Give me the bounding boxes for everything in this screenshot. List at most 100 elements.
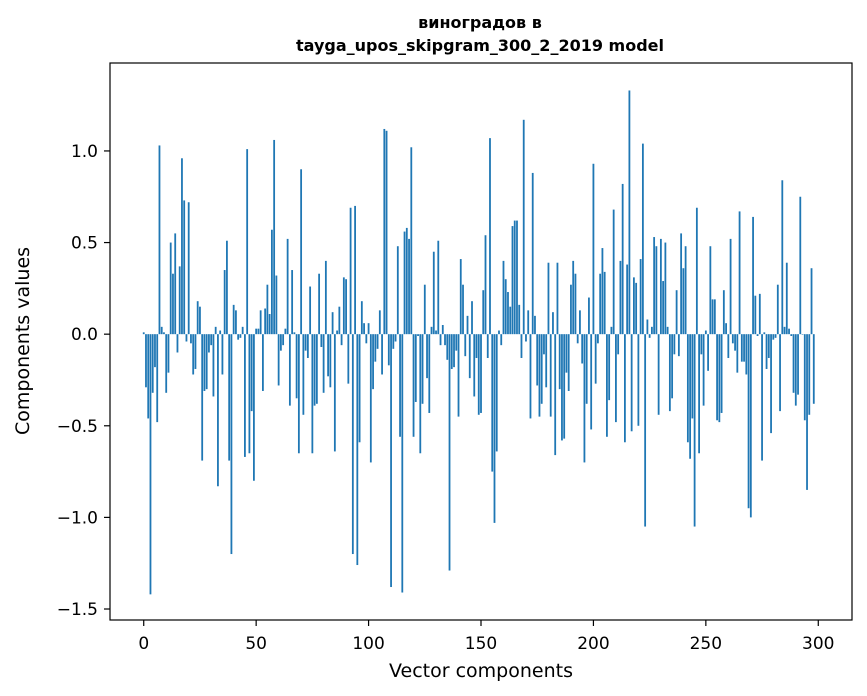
bar [230, 334, 233, 555]
bar [718, 334, 721, 423]
bar [729, 238, 732, 335]
bar [473, 334, 476, 397]
bar [743, 334, 745, 362]
bar [178, 266, 181, 335]
bar [387, 334, 390, 366]
bar [190, 334, 192, 344]
bar [749, 334, 752, 518]
bar [576, 334, 579, 344]
bar [412, 334, 415, 437]
bar [356, 334, 359, 566]
bar [747, 334, 750, 509]
bar [776, 284, 779, 335]
bar [226, 240, 228, 335]
bar [176, 334, 179, 353]
bar [468, 334, 471, 379]
bar [466, 315, 469, 335]
bar [255, 328, 258, 335]
bar [320, 334, 323, 347]
bar [295, 334, 298, 399]
bar [664, 242, 667, 335]
bar [666, 326, 669, 335]
bar [147, 334, 150, 419]
bar [167, 334, 170, 373]
bar [336, 330, 338, 335]
bar [372, 334, 374, 390]
bar [716, 334, 718, 421]
bar [606, 334, 608, 437]
bar [693, 334, 696, 527]
bar [635, 282, 638, 335]
bar [324, 260, 327, 335]
bar [581, 334, 584, 364]
bar [309, 286, 312, 335]
bar [792, 334, 795, 393]
bar [417, 334, 419, 336]
bar [689, 334, 692, 459]
bar [675, 290, 678, 335]
bar [608, 334, 611, 401]
bar [621, 183, 624, 335]
bar [201, 334, 204, 461]
bar [459, 259, 462, 335]
bar [567, 334, 570, 391]
bar [599, 273, 602, 335]
bar [214, 326, 217, 335]
bar [563, 334, 566, 439]
bar [511, 226, 514, 335]
bar [264, 308, 267, 335]
bar [374, 334, 377, 362]
bar [399, 334, 401, 437]
bar [522, 119, 525, 335]
bar [172, 273, 174, 335]
bar [765, 334, 768, 369]
bar [401, 334, 404, 593]
bar [659, 238, 662, 335]
bar [637, 334, 640, 426]
bar [457, 334, 460, 417]
bar [462, 284, 464, 335]
bar [266, 284, 269, 335]
bar [151, 334, 154, 393]
bar [722, 290, 725, 335]
bar [552, 312, 554, 335]
bar [432, 251, 435, 335]
bar [806, 334, 808, 490]
bar [237, 334, 240, 340]
bar [210, 334, 213, 346]
bar [745, 334, 748, 375]
bar [698, 334, 700, 454]
x-tick-label: 300 [802, 634, 834, 654]
bar [293, 332, 296, 335]
bar [338, 306, 341, 335]
bar [657, 334, 660, 415]
bar [187, 202, 190, 335]
bar [486, 334, 489, 358]
bar [304, 334, 307, 351]
bar [482, 290, 485, 335]
bar [221, 334, 224, 375]
bar [529, 334, 532, 419]
bar [727, 334, 730, 358]
bar [381, 334, 383, 375]
bar [547, 262, 550, 335]
y-tick-label: 1.0 [71, 142, 98, 162]
bar [428, 334, 431, 413]
bar [329, 334, 332, 388]
bar [803, 334, 806, 421]
bar [345, 279, 347, 335]
bar [731, 334, 734, 344]
bar [354, 205, 356, 335]
bar [500, 334, 503, 346]
bar [579, 310, 581, 335]
bar [435, 330, 437, 335]
bar [441, 325, 444, 335]
bar [246, 149, 249, 335]
bar [430, 326, 433, 335]
bar [615, 334, 617, 423]
bar [376, 334, 379, 349]
bar [286, 238, 289, 335]
bar [199, 306, 201, 335]
bar [725, 323, 727, 335]
